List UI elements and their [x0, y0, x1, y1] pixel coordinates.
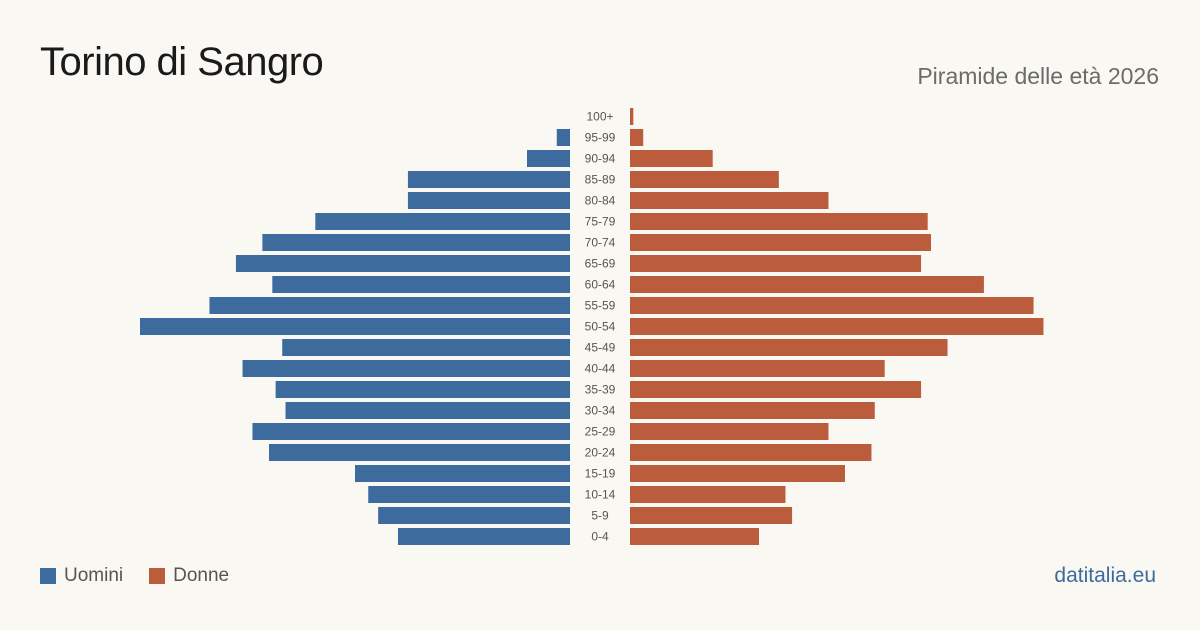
- legend-item-women: Donne: [149, 565, 229, 587]
- page-subtitle: Piramide delle età 2026: [917, 63, 1159, 89]
- legend: Uomini Donne: [40, 565, 229, 587]
- age-label-20-24: 20-24: [585, 446, 616, 460]
- bar-men-30-34: [285, 402, 570, 419]
- page-title: Torino di Sangro: [40, 40, 324, 84]
- age-label-65-69: 65-69: [585, 257, 616, 271]
- bar-men-50-54: [140, 318, 570, 335]
- bar-women-35-39: [630, 381, 922, 398]
- bar-men-20-24: [269, 444, 570, 461]
- bar-men-75-79: [315, 213, 570, 230]
- age-label-90-94: 90-94: [585, 152, 616, 166]
- bar-women-90-94: [630, 150, 713, 167]
- bar-women-50-54: [630, 318, 1044, 335]
- legend-label-men: Uomini: [64, 565, 124, 586]
- age-label-95-99: 95-99: [585, 131, 616, 145]
- bar-men-10-14: [368, 486, 570, 503]
- bar-men-85-89: [407, 171, 570, 188]
- bar-men-25-29: [252, 423, 570, 440]
- age-label-80-84: 80-84: [585, 194, 616, 208]
- age-label-0-4: 0-4: [591, 530, 609, 544]
- bar-men-45-49: [282, 339, 570, 356]
- bar-women-65-69: [630, 255, 922, 272]
- bar-women-70-74: [630, 234, 931, 251]
- bar-women-0-4: [630, 528, 759, 545]
- legend-swatch-women: [149, 568, 166, 584]
- bar-women-5-9: [630, 507, 793, 524]
- bar-women-30-34: [630, 402, 875, 419]
- age-label-35-39: 35-39: [585, 383, 616, 397]
- bar-men-55-59: [209, 297, 570, 314]
- bar-men-65-69: [235, 255, 570, 272]
- age-label-40-44: 40-44: [585, 362, 616, 376]
- bar-women-55-59: [630, 297, 1034, 314]
- bar-men-35-39: [275, 381, 570, 398]
- bar-women-25-29: [630, 423, 829, 440]
- source-link[interactable]: datitalia.eu: [1054, 564, 1156, 587]
- legend-label-women: Donne: [173, 565, 230, 586]
- bar-men-95-99: [556, 129, 570, 146]
- age-label-50-54: 50-54: [585, 320, 616, 334]
- bar-women-15-19: [630, 465, 845, 482]
- age-label-70-74: 70-74: [585, 236, 616, 250]
- bar-women-95-99: [630, 129, 644, 146]
- bar-men-70-74: [262, 234, 570, 251]
- age-label-10-14: 10-14: [585, 488, 616, 502]
- age-label-60-64: 60-64: [585, 278, 616, 292]
- age-label-25-29: 25-29: [585, 425, 616, 439]
- bar-women-40-44: [630, 360, 885, 377]
- age-label-45-49: 45-49: [585, 341, 616, 355]
- legend-item-men: Uomini: [40, 565, 123, 587]
- bar-women-75-79: [630, 213, 928, 230]
- bar-women-100+: [630, 108, 634, 125]
- bar-women-80-84: [630, 192, 829, 209]
- age-label-75-79: 75-79: [585, 215, 616, 229]
- bar-women-85-89: [630, 171, 779, 188]
- age-label-55-59: 55-59: [585, 299, 616, 313]
- bar-men-80-84: [407, 192, 570, 209]
- age-label-100+: 100+: [586, 110, 613, 124]
- bar-men-5-9: [378, 507, 570, 524]
- bar-women-10-14: [630, 486, 786, 503]
- age-label-15-19: 15-19: [585, 467, 616, 481]
- bar-men-40-44: [242, 360, 571, 377]
- bar-women-20-24: [630, 444, 872, 461]
- bar-women-60-64: [630, 276, 984, 293]
- bar-men-0-4: [398, 528, 570, 545]
- bar-women-45-49: [630, 339, 948, 356]
- bar-men-15-19: [355, 465, 570, 482]
- age-label-5-9: 5-9: [591, 509, 609, 523]
- legend-swatch-men: [40, 568, 56, 584]
- age-label-85-89: 85-89: [585, 173, 616, 187]
- bar-men-60-64: [272, 276, 570, 293]
- age-label-30-34: 30-34: [585, 404, 616, 418]
- bar-men-90-94: [527, 150, 570, 167]
